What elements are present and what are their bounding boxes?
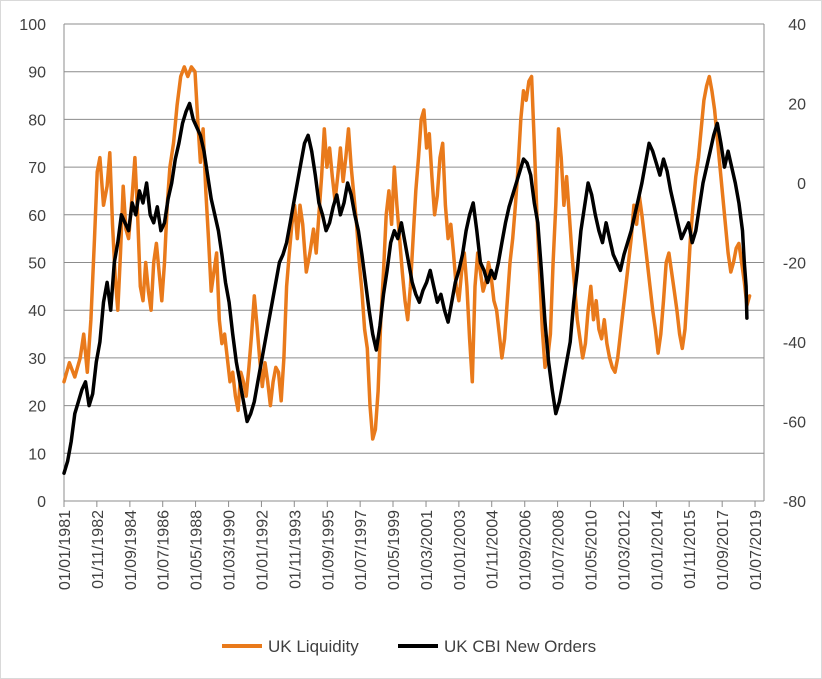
y-left-tick-label: 10 (28, 446, 46, 463)
x-tick-label: 01/09/2017 (715, 510, 732, 590)
x-tick-label: 01/05/1999 (386, 510, 403, 590)
series-line-uk-cbi-new-orders (62, 101, 749, 475)
legend-label-uk-cbi-new-orders: UK CBI New Orders (444, 637, 596, 656)
x-tick-label: 01/01/1981 (57, 510, 74, 590)
y-left-tick-label: 80 (28, 112, 46, 129)
y-left-tick-label: 30 (28, 351, 46, 368)
y-right-tick-label: 40 (788, 17, 806, 34)
x-tick-label: 01/07/1986 (156, 510, 173, 590)
x-tick-label: 01/05/2010 (583, 510, 600, 590)
axes (63, 24, 765, 502)
x-tick-label: 01/09/1995 (320, 510, 337, 590)
y-left-tick-label: 90 (28, 65, 46, 82)
y-left-tick-label: 40 (28, 303, 46, 320)
x-tick-label: 01/11/2015 (682, 510, 699, 589)
x-tick-label: 01/01/1992 (254, 510, 271, 590)
x-tick-label: 01/03/1990 (222, 510, 239, 590)
y-right-tick-label: -40 (783, 335, 806, 352)
x-tick-label: 01/05/1988 (189, 510, 206, 590)
x-tick-label: 01/03/2012 (616, 510, 633, 590)
y-axis-left: 0 10 20 30 40 50 60 70 80 90 100 (19, 17, 46, 511)
y-left-tick-label: 20 (28, 399, 46, 416)
x-tick-label: 01/07/2019 (748, 510, 765, 590)
y-right-tick-label: -80 (783, 494, 806, 511)
y-left-tick-label: 50 (28, 256, 46, 273)
y-right-tick-label: 0 (797, 176, 806, 193)
y-right-tick-label: -20 (783, 256, 806, 273)
y-left-tick-label: 60 (28, 208, 46, 225)
x-tick-label: 01/03/2001 (419, 510, 436, 590)
y-left-tick-label: 70 (28, 160, 46, 177)
series-lines (62, 65, 752, 475)
x-tick-label: 01/07/2008 (551, 510, 568, 590)
y-right-tick-label: 20 (788, 97, 806, 114)
x-tick-label: 01/07/1997 (353, 510, 370, 590)
x-tick-label: 01/09/1984 (123, 510, 140, 590)
x-axis: 01/01/1981 01/11/1982 01/09/1984 01/07/1986… (57, 501, 765, 590)
x-tick-label: 01/11/2004 (485, 510, 502, 589)
legend-label-uk-liquidity: UK Liquidity (268, 637, 359, 656)
y-right-tick-label: -60 (783, 415, 806, 432)
x-tick-label: 01/11/1982 (90, 510, 107, 589)
y-left-tick-label: 0 (37, 494, 46, 511)
x-tick-label: 01/01/2014 (649, 510, 666, 590)
y-left-tick-label: 100 (19, 17, 46, 34)
y-axis-right: -80 -60 -40 -20 0 20 40 (783, 17, 806, 511)
x-tick-label: 01/11/1993 (287, 510, 304, 589)
x-tick-label: 01/01/2003 (452, 510, 469, 590)
legend: UK Liquidity UK CBI New Orders (222, 637, 596, 656)
x-tick-label: 01/09/2006 (518, 510, 535, 590)
